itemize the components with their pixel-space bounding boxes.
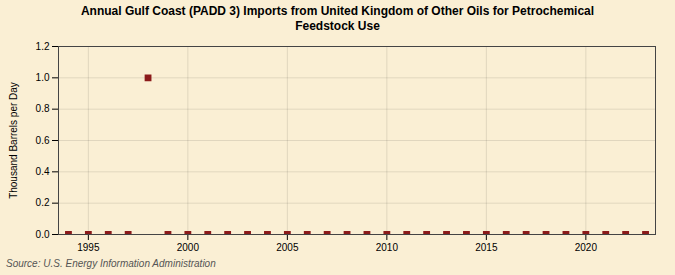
svg-text:0.2: 0.2 [36, 197, 50, 208]
svg-text:2020: 2020 [575, 242, 598, 253]
svg-text:2000: 2000 [177, 242, 200, 253]
svg-text:2010: 2010 [376, 242, 399, 253]
svg-text:2005: 2005 [276, 242, 299, 253]
html-text:Annual Gulf Coast (PADD 3) Imp: Annual Gulf Coast (PADD 3) Imports from … [80, 4, 595, 33]
html-text:Source: U.S. Energy Informatio: Source: U.S. Energy Information Administ… [6, 258, 216, 269]
svg-text:0.6: 0.6 [36, 135, 50, 146]
svg-text:0.0: 0.0 [36, 229, 50, 240]
svg-text:Thousand Barrels per Day: Thousand Barrels per Day [8, 82, 19, 199]
svg-text:1995: 1995 [77, 242, 100, 253]
svg-text:0.8: 0.8 [36, 103, 50, 114]
svg-text:1.2: 1.2 [36, 41, 50, 52]
svg-text:2015: 2015 [475, 242, 498, 253]
svg-text:1.0: 1.0 [36, 72, 50, 83]
svg-text:0.4: 0.4 [36, 166, 50, 177]
